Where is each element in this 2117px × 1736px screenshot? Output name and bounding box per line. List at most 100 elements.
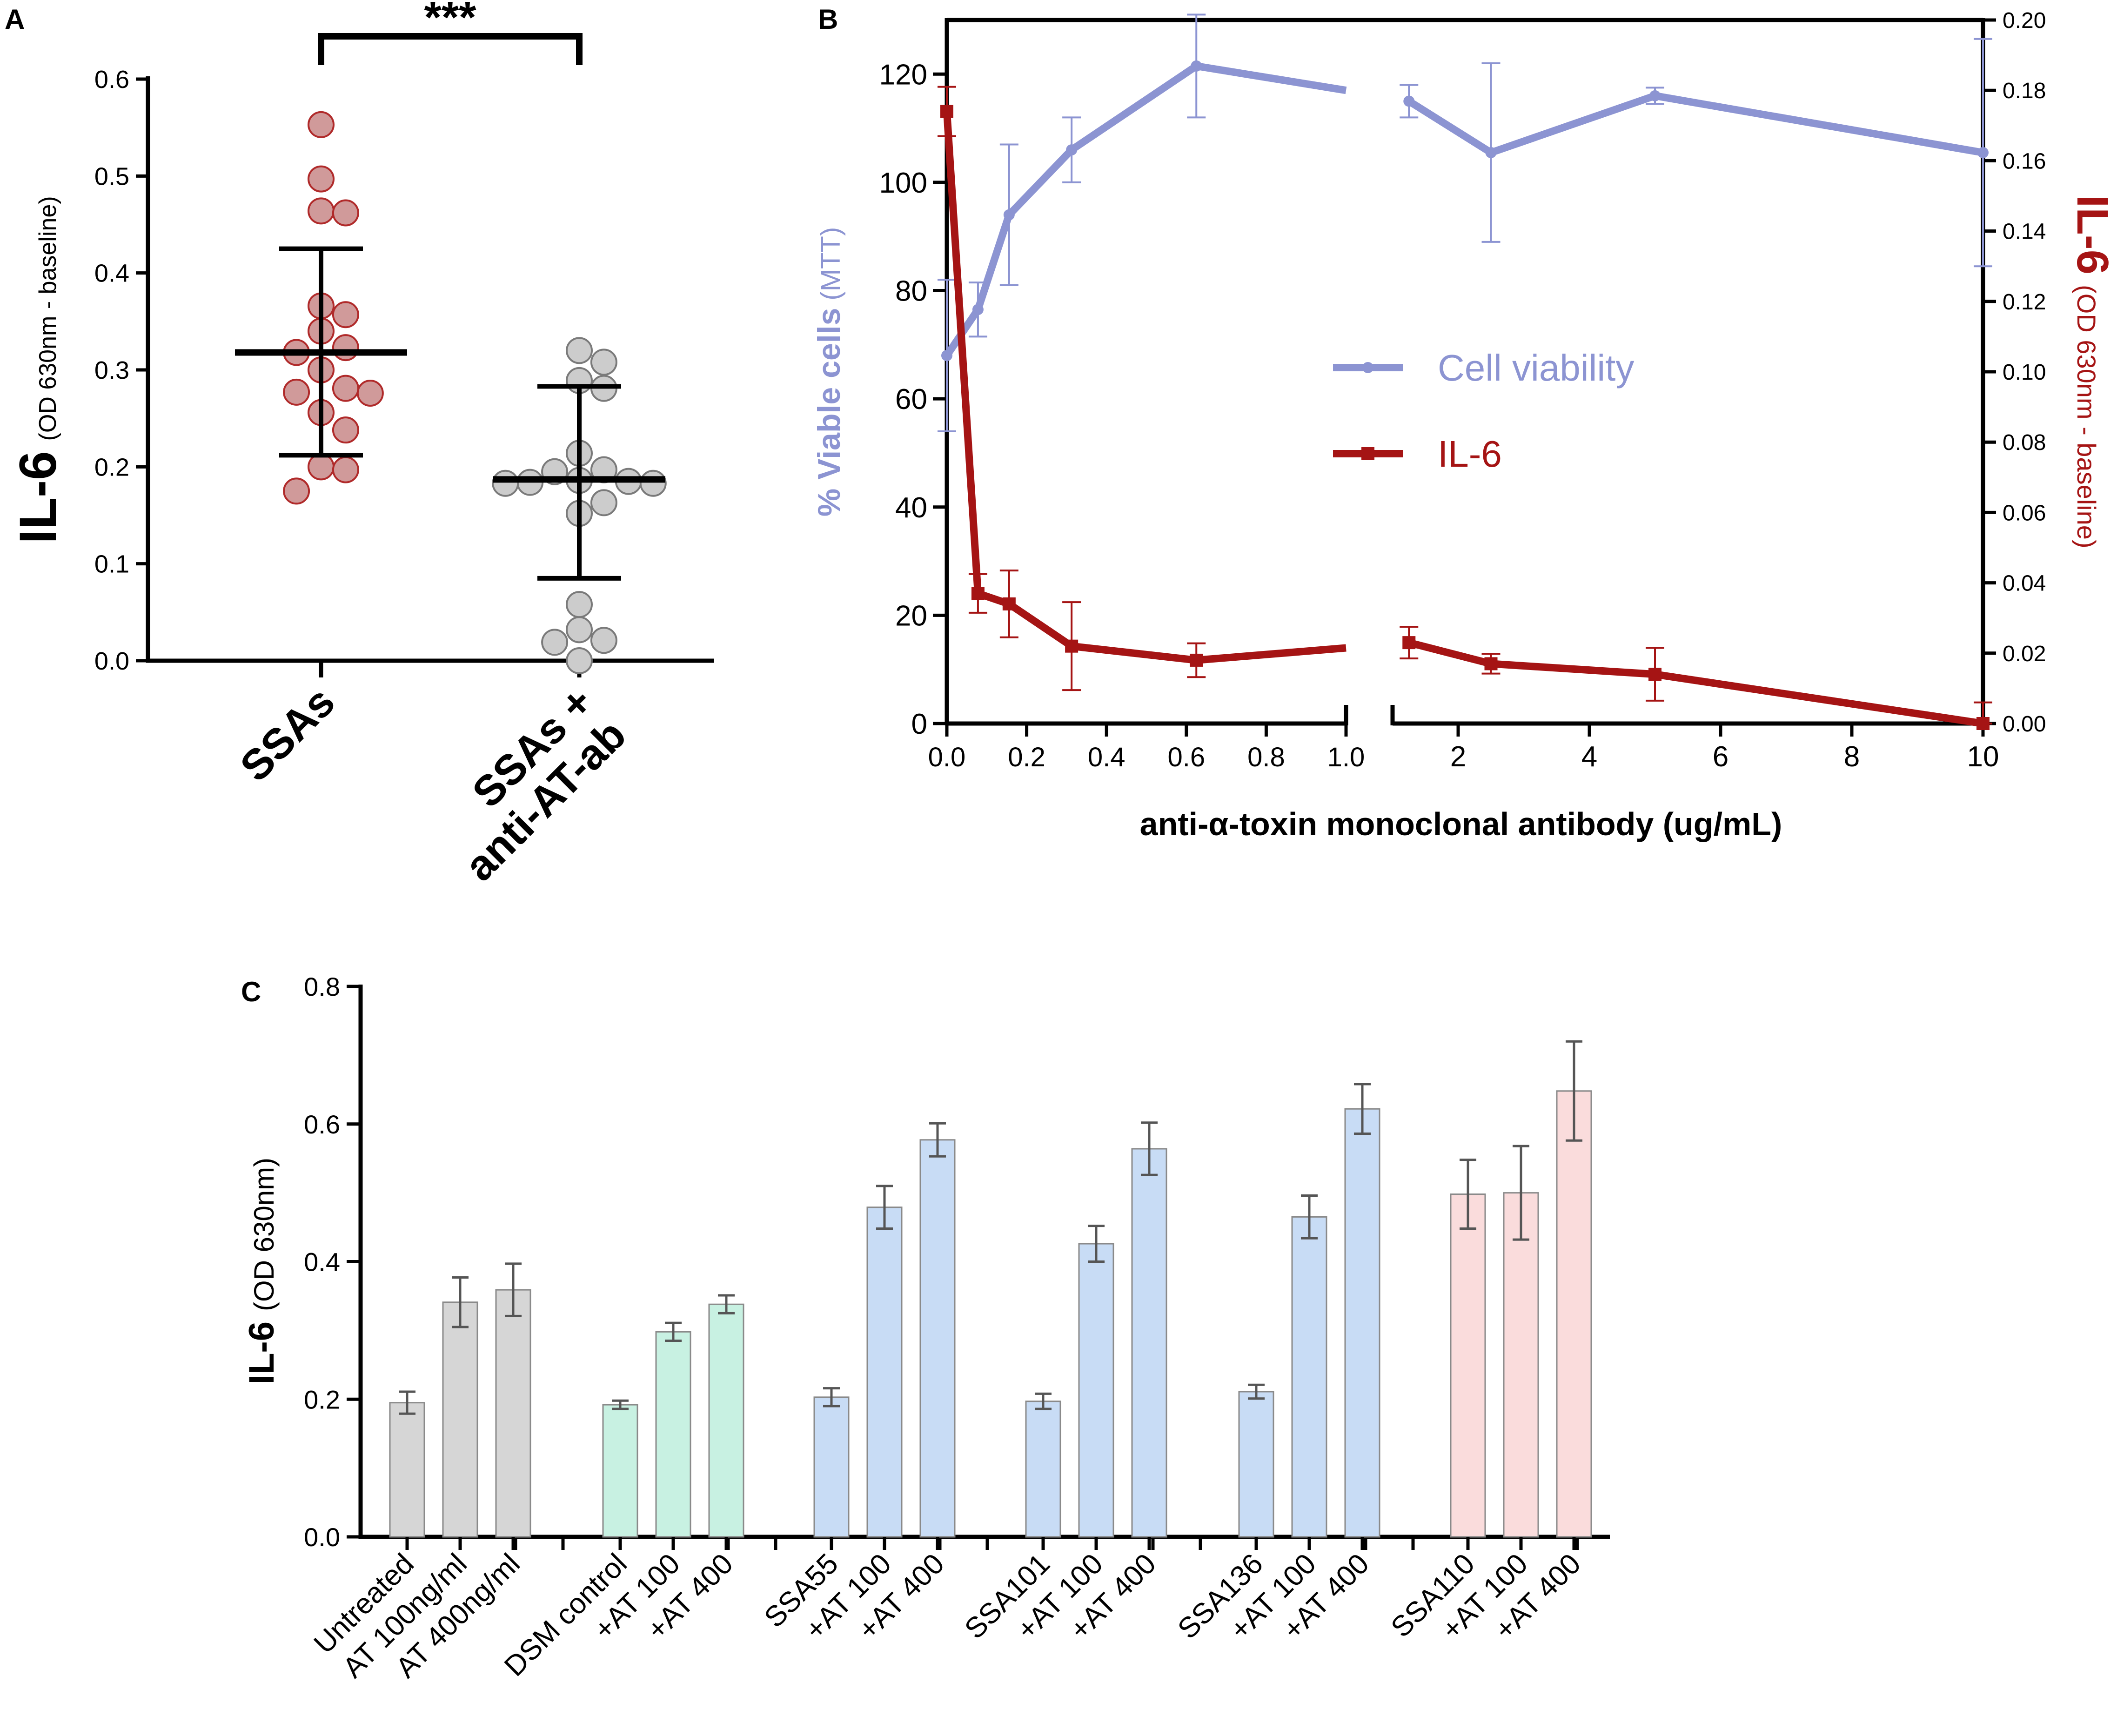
series-marker xyxy=(1402,636,1416,650)
right-y-tick-label: 0.00 xyxy=(2003,712,2046,737)
x-tick-label: 8 xyxy=(1844,741,1860,773)
data-point xyxy=(566,591,593,618)
y-tick-label: 0.8 xyxy=(304,972,340,1001)
series-marker xyxy=(1191,60,1202,72)
legend-swatch-marker xyxy=(1362,362,1373,373)
data-point xyxy=(541,629,569,656)
significance-bracket xyxy=(318,33,583,65)
y-tick-label: 0.2 xyxy=(304,1385,340,1414)
series-line-0-segment-2 xyxy=(1407,92,1984,156)
data-point xyxy=(332,334,359,362)
bar xyxy=(919,1139,956,1538)
bar xyxy=(602,1404,638,1538)
x-tick-label: 0.2 xyxy=(1008,742,1045,772)
x-tick-label: 0.8 xyxy=(1247,742,1285,772)
bar xyxy=(1291,1216,1327,1538)
y-tick-label: 0.4 xyxy=(304,1247,340,1277)
x-axis-title: anti-α-toxin monoclonal antibody (ug/mL) xyxy=(1140,806,1782,842)
y-axis-title-sub: (OD 630nm - baseline) xyxy=(34,196,61,441)
series-marker xyxy=(941,350,952,362)
bar xyxy=(1450,1193,1486,1538)
significance-label: *** xyxy=(424,0,476,42)
series-marker xyxy=(1066,144,1078,156)
data-point xyxy=(332,456,359,483)
left-y-tick-label: 40 xyxy=(895,492,927,524)
data-point xyxy=(332,199,359,227)
series-marker xyxy=(1003,209,1015,221)
series-marker xyxy=(1976,717,1990,730)
series-marker xyxy=(972,304,984,315)
right-y-axis-title: IL-6 (OD 630nm - baseline) xyxy=(2068,195,2117,548)
right-y-tick-label: 0.02 xyxy=(2003,642,2046,666)
series-marker xyxy=(1190,653,1203,667)
left-y-tick-label: 100 xyxy=(879,167,927,199)
data-point xyxy=(590,349,617,376)
bar xyxy=(1503,1192,1539,1538)
x-tick-label: 10 xyxy=(1967,741,1999,773)
data-point xyxy=(356,380,384,407)
series-marker xyxy=(940,105,953,118)
data-point xyxy=(283,378,310,406)
panel-letter-a: A xyxy=(5,4,25,35)
legend-label: IL-6 xyxy=(1438,433,1502,475)
data-point xyxy=(639,469,667,497)
left-y-tick-label: 120 xyxy=(879,59,927,91)
right-y-tick-label: 0.12 xyxy=(2003,290,2046,315)
bar xyxy=(1078,1243,1114,1538)
panel-letter-b: B xyxy=(818,4,838,35)
right-y-axis-title-main: IL-6 xyxy=(2068,195,2117,275)
panel-b: B0204060801001200.000.020.040.060.080.10… xyxy=(811,4,2117,842)
data-point xyxy=(566,647,593,674)
x-tick-label: 4 xyxy=(1581,741,1597,773)
y-axis-title: IL-6 (OD 630nm) xyxy=(242,1158,281,1384)
y-tick-label: 0.6 xyxy=(304,1110,340,1139)
series-marker xyxy=(1484,657,1498,670)
y-axis-title-main: IL-6 xyxy=(9,451,67,543)
bar xyxy=(1556,1090,1592,1538)
series-marker xyxy=(1065,639,1079,653)
series-line-0-segment-1 xyxy=(944,62,1347,358)
bar xyxy=(495,1289,531,1538)
left-y-tick-label: 20 xyxy=(895,600,927,632)
y-tick-label: 0.6 xyxy=(94,66,129,94)
right-y-tick-label: 0.10 xyxy=(2003,360,2046,385)
bar xyxy=(866,1206,903,1538)
data-point xyxy=(590,489,617,516)
x-tick-label: 0.0 xyxy=(928,742,966,772)
left-y-tick-label: 0 xyxy=(911,708,927,740)
y-tick-label: 0.3 xyxy=(94,356,129,384)
data-point xyxy=(566,616,593,643)
y-axis-title-sub: (OD 630nm) xyxy=(248,1158,280,1311)
right-y-tick-label: 0.18 xyxy=(2003,79,2046,103)
left-y-axis-title-sub: (MTT) xyxy=(816,227,846,301)
bar xyxy=(389,1402,425,1538)
series-line-1-segment-2 xyxy=(1408,639,1984,727)
series-marker xyxy=(1649,90,1661,101)
y-tick-label: 0.0 xyxy=(304,1522,340,1552)
right-y-tick-label: 0.08 xyxy=(2003,430,2046,455)
data-point xyxy=(308,111,335,138)
left-y-axis-title: % Viable cells (MTT) xyxy=(811,227,847,516)
series-marker xyxy=(1648,668,1661,681)
bar xyxy=(813,1396,850,1538)
x-tick-label: 0.4 xyxy=(1088,742,1125,772)
series-marker xyxy=(1977,147,1989,158)
series-marker xyxy=(1002,597,1016,610)
y-tick-label: 0.5 xyxy=(94,162,129,190)
right-y-tick-label: 0.14 xyxy=(2003,220,2046,244)
bar xyxy=(1344,1108,1380,1538)
bar xyxy=(1238,1391,1274,1538)
x-tick-label: 1.0 xyxy=(1327,742,1365,772)
right-y-tick-label: 0.16 xyxy=(2003,149,2046,174)
bar xyxy=(1025,1401,1061,1538)
panel-c: C0.00.20.40.60.8IL-6(OD 630nm)UntreatedA… xyxy=(241,972,1610,1684)
x-tick-label: 0.6 xyxy=(1167,742,1205,772)
legend-swatch-marker xyxy=(1361,447,1374,460)
right-y-tick-label: 0.06 xyxy=(2003,501,2046,525)
data-point xyxy=(308,197,335,225)
bar xyxy=(655,1331,691,1538)
y-tick-label: 0.2 xyxy=(94,453,129,481)
series-marker xyxy=(1485,147,1497,158)
bar xyxy=(708,1303,744,1538)
series-marker xyxy=(1403,95,1415,107)
